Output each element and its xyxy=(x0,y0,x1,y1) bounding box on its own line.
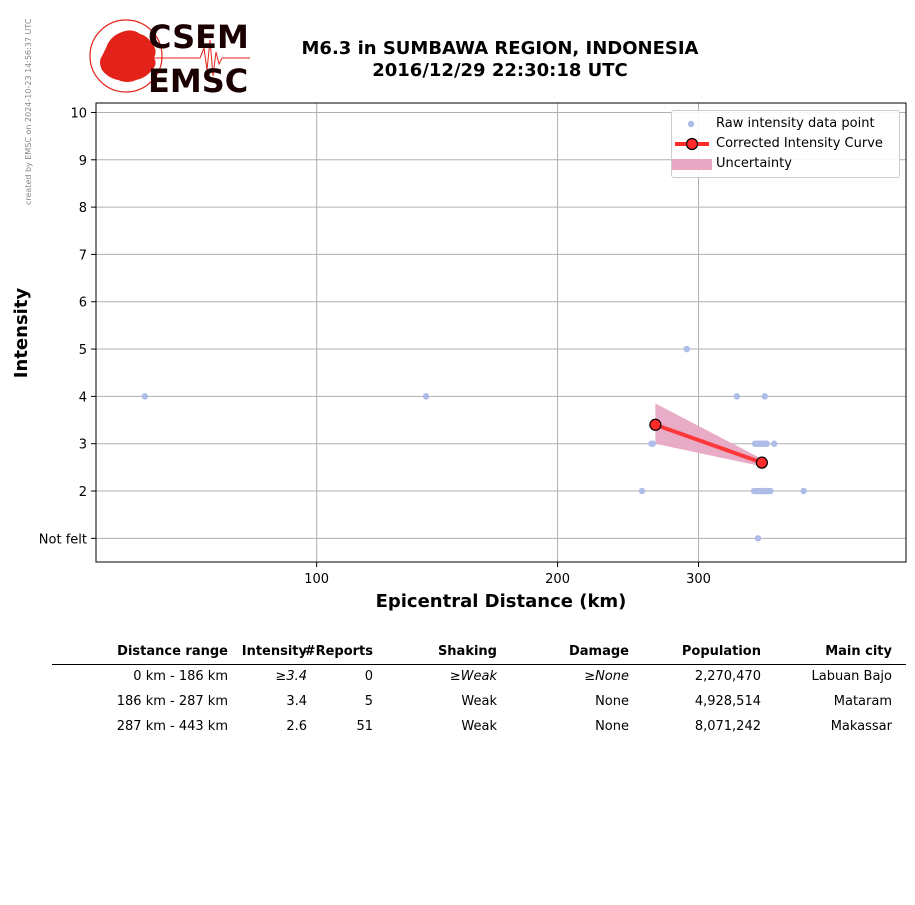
raw-intensity-point xyxy=(763,440,770,447)
legend-uncertainty-label: Uncertainty xyxy=(716,156,792,171)
x-axis-label: Epicentral Distance (km) xyxy=(376,591,627,612)
row-reports: 5 xyxy=(364,694,373,709)
row-population: 4,928,514 xyxy=(694,694,761,709)
y-tick-label: 8 xyxy=(79,201,87,216)
raw-intensity-point xyxy=(638,487,646,495)
title-event: M6.3 in SUMBAWA REGION, INDONESIA xyxy=(301,38,699,59)
header-shaking: Shaking xyxy=(437,644,497,659)
header-city: Main city xyxy=(825,644,892,659)
header-damage: Damage xyxy=(568,644,629,659)
y-tick-label: 4 xyxy=(79,390,87,405)
uncertainty-band xyxy=(655,403,762,467)
header-distance: Distance range xyxy=(117,644,228,659)
legend-curve-symbol xyxy=(675,137,709,151)
row-reports: 0 xyxy=(364,669,373,684)
row-intensity: 3.4 xyxy=(286,694,307,709)
row-damage: ≥None xyxy=(584,669,629,684)
y-tick-label: 2 xyxy=(79,485,87,500)
chart-legend: Raw intensity data point Corrected Inten… xyxy=(671,110,900,178)
table-row: 287 km - 443 km 2.6 51 Weak None 8,071,2… xyxy=(52,715,906,740)
row-city: Mataram xyxy=(833,694,892,709)
table-header: Distance range Intensity #Reports Shakin… xyxy=(52,640,906,665)
intensity-chart: 100 200 300 Not felt 2 3 4 5 6 7 8 9 10 Epicentral … xyxy=(11,102,907,612)
intensity-table: Distance range Intensity #Reports Shakin… xyxy=(52,640,906,740)
raw-intensity-point xyxy=(800,487,807,495)
row-population: 8,071,242 xyxy=(694,719,761,734)
header-reports: #Reports xyxy=(304,644,373,659)
logo-seismogram xyxy=(148,39,250,77)
raw-intensity-point xyxy=(754,535,762,542)
y-tick-label: 3 xyxy=(79,438,87,453)
header-intensity: Intensity xyxy=(241,644,307,659)
row-distance: 287 km - 443 km xyxy=(116,719,228,734)
title-datetime: 2016/12/29 22:30:18 UTC xyxy=(372,60,628,81)
y-ticks: Not felt 2 3 4 5 6 7 8 9 10 xyxy=(39,106,96,547)
table-row: 186 km - 287 km 3.4 5 Weak None 4,928,51… xyxy=(52,690,906,715)
row-reports: 51 xyxy=(356,719,373,734)
legend-entry-uncertainty: Uncertainty xyxy=(672,155,899,173)
y-tick-label: 9 xyxy=(79,154,87,169)
csem-emsc-logo: CSEM EMSC xyxy=(88,18,258,100)
row-shaking: ≥Weak xyxy=(449,669,497,684)
y-tick-label: 6 xyxy=(79,296,87,311)
row-distance: 0 km - 186 km xyxy=(133,669,228,684)
logo-europe-map xyxy=(100,30,156,82)
x-tick-label: 300 xyxy=(686,572,711,587)
table-row: 0 km - 186 km ≥3.4 0 ≥Weak ≥None 2,270,4… xyxy=(52,665,906,690)
y-tick-label: Not felt xyxy=(39,532,87,547)
x-ticks: 100 200 300 xyxy=(304,562,711,587)
legend-entry-raw: Raw intensity data point xyxy=(672,115,899,133)
row-intensity: 2.6 xyxy=(286,719,307,734)
curve-marker xyxy=(755,456,768,469)
curve-markers xyxy=(649,418,768,469)
raw-points xyxy=(141,345,807,542)
corrected-intensity-curve xyxy=(654,422,763,465)
raw-intensity-point xyxy=(733,393,741,400)
legend-curve-label: Corrected Intensity Curve xyxy=(716,136,883,151)
legend-raw-label: Raw intensity data point xyxy=(716,116,875,131)
grid-lines xyxy=(96,103,906,562)
curve-marker xyxy=(649,418,662,431)
row-damage: None xyxy=(595,719,629,734)
row-city: Labuan Bajo xyxy=(811,669,893,684)
row-intensity: ≥3.4 xyxy=(275,669,307,684)
plot-frame xyxy=(95,102,907,563)
raw-intensity-point xyxy=(683,345,690,353)
row-shaking: Weak xyxy=(461,694,497,709)
raw-intensity-point xyxy=(422,393,430,400)
raw-intensity-point xyxy=(761,393,768,400)
legend-raw-symbol xyxy=(687,120,695,128)
row-distance: 186 km - 287 km xyxy=(116,694,228,709)
raw-intensity-point xyxy=(767,487,774,495)
legend-entry-curve: Corrected Intensity Curve xyxy=(672,135,899,153)
row-shaking: Weak xyxy=(461,719,497,734)
x-tick-label: 100 xyxy=(304,572,329,587)
header-population: Population xyxy=(681,644,761,659)
row-city: Makassar xyxy=(830,719,892,734)
raw-intensity-point xyxy=(141,393,149,400)
row-damage: None xyxy=(595,694,629,709)
chart-title: M6.3 in SUMBAWA REGION, INDONESIA 2016/1… xyxy=(260,38,740,82)
row-population: 2,270,470 xyxy=(694,669,761,684)
logo-globe xyxy=(89,19,163,93)
y-tick-label: 5 xyxy=(79,343,87,358)
legend-uncertainty-symbol xyxy=(672,159,712,170)
y-tick-label: 7 xyxy=(79,248,87,263)
raw-intensity-point xyxy=(771,440,778,447)
y-axis-label: Intensity xyxy=(11,288,32,379)
raw-intensity-point xyxy=(649,440,656,447)
logo-text-emsc: EMSC xyxy=(148,62,248,100)
y-tick-label: 10 xyxy=(70,106,87,121)
logo-text-csem: CSEM xyxy=(148,18,249,56)
x-tick-label: 200 xyxy=(545,572,570,587)
